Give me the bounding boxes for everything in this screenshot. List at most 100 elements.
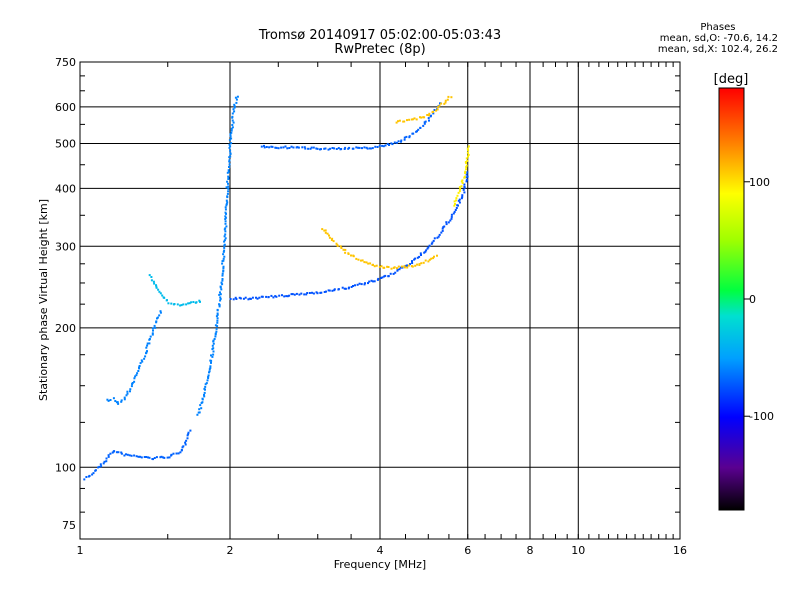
upper-x-trace-point: [423, 116, 426, 119]
f1-o-trace-point: [387, 275, 390, 278]
low-hook-trace-point: [154, 326, 157, 329]
f1-o-trace-point: [449, 219, 452, 222]
upper-x-trace-point: [446, 98, 449, 101]
e-cusp-trace-point: [230, 127, 233, 130]
low-hook-trace-point: [144, 355, 147, 358]
upper-o-trace-point: [400, 140, 402, 143]
e-cusp-trace-point: [196, 413, 199, 416]
mid-ramp-trace-point: [185, 303, 188, 306]
f1-o-trace-point: [428, 244, 431, 247]
f1-x-trace-point: [396, 267, 398, 270]
f1-o-trace-point: [383, 275, 386, 278]
upper-x-trace-point: [428, 114, 430, 117]
low-hook-trace-point: [117, 402, 120, 405]
low-band-trace-point: [126, 453, 129, 456]
f1-o-trace-point: [455, 207, 458, 209]
e-cusp-trace-point: [201, 397, 204, 400]
low-hook-trace-point: [159, 310, 162, 313]
low-hook-trace-point: [134, 375, 137, 378]
f1-x-trace-point: [339, 245, 342, 248]
upper-x-trace-point: [395, 121, 398, 124]
low-hook-trace-point: [145, 346, 148, 349]
f1-o-trace-point: [425, 249, 428, 252]
f1-o-trace-point: [364, 282, 366, 285]
data-points: [83, 95, 470, 481]
low-hook-trace-point: [148, 338, 151, 340]
f1-o-trace-point: [458, 198, 461, 201]
f1-o-trace-point: [242, 297, 245, 300]
e-cusp-trace-point: [228, 139, 231, 142]
mid-ramp-trace-point: [176, 303, 179, 306]
upper-o-trace-point: [307, 147, 310, 150]
f1-x-trace-point: [367, 262, 370, 265]
f1-o-trace-point: [328, 289, 331, 292]
upper-o-trace-point: [374, 145, 377, 148]
low-band-trace-point: [159, 456, 162, 459]
e-cusp-trace-point: [219, 296, 222, 299]
e-cusp-trace-point: [221, 272, 224, 275]
upper-o-trace-point: [268, 146, 271, 149]
f1-o-trace-point: [458, 201, 461, 204]
low-band-trace-point: [88, 474, 91, 477]
f1-o-trace-point: [258, 296, 261, 299]
e-cusp-trace-point: [209, 367, 212, 369]
low-hook-trace-point: [129, 388, 132, 391]
low-band-trace-point: [152, 458, 154, 461]
e-cusp-trace-point: [198, 411, 201, 414]
upper-o-trace-point: [427, 117, 430, 120]
upper-x-trace-point: [444, 101, 447, 104]
upper-o-trace-point: [265, 146, 268, 148]
low-hook-trace-point: [107, 399, 110, 402]
f2-x-trace-point: [463, 175, 466, 178]
low-band-trace-point: [83, 478, 86, 481]
f1-o-trace-point: [248, 297, 251, 300]
f1-o-trace-point: [320, 291, 323, 294]
f1-x-trace-point: [414, 264, 417, 267]
upper-o-trace-point: [403, 138, 406, 141]
f1-o-trace-point: [306, 292, 309, 294]
upper-o-trace-point: [408, 135, 411, 138]
f1-o-trace-point: [463, 185, 466, 188]
phases-mean-o: mean, sd,O: -70.6, 14.2: [659, 33, 778, 44]
x-tick-label: 4: [377, 544, 384, 557]
e-cusp-trace-point: [208, 368, 211, 371]
f1-o-trace-point: [300, 292, 303, 295]
e-cusp-trace-point: [207, 374, 210, 377]
low-hook-trace-point: [120, 400, 123, 403]
mid-ramp-trace-point: [166, 299, 168, 302]
e-cusp-trace-point: [228, 163, 231, 166]
low-hook-trace-point: [146, 342, 149, 345]
f1-o-trace-point: [293, 293, 296, 296]
f1-o-trace-point: [445, 223, 448, 226]
e-cusp-trace-point: [203, 395, 206, 398]
low-hook-trace-point: [131, 382, 134, 384]
mid-ramp-trace-point: [180, 304, 183, 307]
mid-ramp-trace-point: [179, 304, 182, 307]
f1-x-trace-point: [335, 242, 338, 245]
f1-o-trace-point: [452, 212, 455, 215]
f1-o-trace-point: [341, 286, 344, 289]
e-cusp-trace-point: [215, 327, 218, 330]
e-cusp-trace-point: [229, 155, 232, 158]
f1-x-trace-point: [328, 236, 331, 239]
f1-o-trace-point: [331, 289, 334, 292]
upper-o-trace-point: [282, 146, 285, 149]
low-hook-trace-point: [151, 332, 154, 335]
f2-x-trace-point: [467, 145, 470, 148]
e-cusp-trace-point: [216, 319, 219, 322]
low-band-trace-point: [170, 453, 173, 456]
f1-o-trace-point: [272, 296, 275, 299]
upper-o-trace-point: [424, 120, 427, 123]
f1-o-trace-point: [251, 296, 254, 299]
upper-o-trace-point: [316, 147, 319, 150]
y-tick-label: 200: [55, 322, 76, 335]
e-cusp-trace-point: [221, 274, 224, 277]
e-cusp-trace-point: [227, 190, 230, 193]
f2-x-trace-point: [463, 176, 466, 179]
upper-o-trace-point: [288, 147, 291, 149]
e-cusp-trace-point: [234, 96, 237, 99]
e-cusp-trace-point: [222, 253, 225, 256]
upper-o-trace-point: [292, 146, 295, 149]
upper-o-trace-point: [337, 147, 340, 150]
